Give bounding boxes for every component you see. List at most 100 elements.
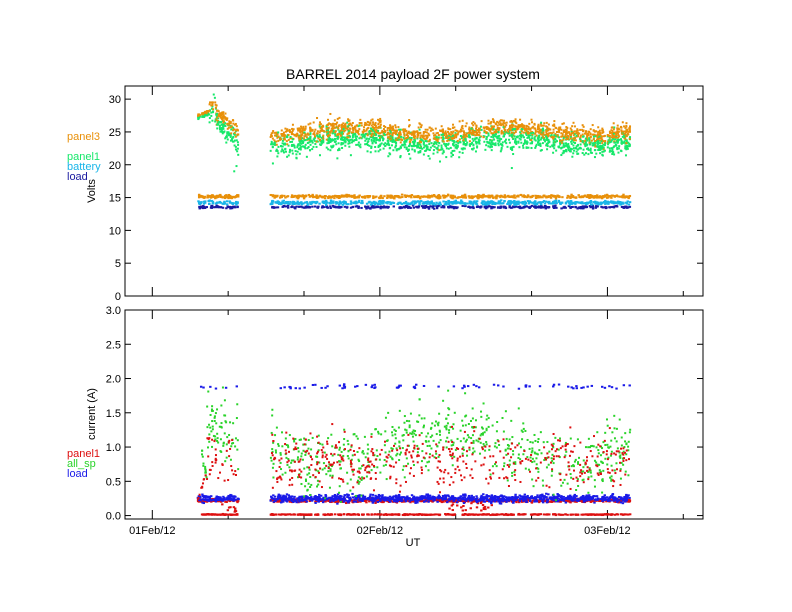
point-panel3-volts xyxy=(284,130,287,133)
point-panel3-low-volts xyxy=(388,195,391,198)
point-panel3-volts xyxy=(368,124,371,127)
point-panel3-volts xyxy=(559,140,562,143)
point-panel3-volts xyxy=(414,130,417,133)
point-panel1-volts xyxy=(478,139,481,142)
point-panel1-volts xyxy=(218,126,221,129)
point-panel3-volts xyxy=(334,122,337,125)
point-panel3-volts xyxy=(295,133,298,136)
point-panel1-volts xyxy=(410,145,413,148)
point-battery-volts xyxy=(229,201,232,204)
point-battery-volts xyxy=(418,201,421,204)
point-load-volts xyxy=(469,206,472,209)
point-panel1-volts xyxy=(616,138,619,141)
point-panel1-volts xyxy=(211,119,214,122)
point-load-volts xyxy=(431,206,434,209)
point-panel3-volts xyxy=(337,127,340,130)
point-panel1-volts xyxy=(447,147,450,150)
point-panel1-volts xyxy=(337,128,340,131)
point-panel3-volts xyxy=(629,125,632,128)
point-panel3-volts xyxy=(421,136,424,139)
point-panel3-volts xyxy=(326,127,329,130)
point-panel3-volts xyxy=(427,140,430,143)
point-panel3-low-volts xyxy=(344,195,347,198)
point-panel1-volts xyxy=(297,143,300,146)
point-panel1-volts xyxy=(419,149,422,152)
point-panel3-volts xyxy=(357,133,360,136)
point-panel1-volts xyxy=(508,138,511,141)
point-panel3-low-volts xyxy=(578,195,582,198)
point-panel3-volts xyxy=(302,127,305,130)
point-panel1-volts xyxy=(624,154,627,157)
point-battery-volts xyxy=(342,202,346,205)
point-panel1-baseline xyxy=(270,513,274,516)
point-panel1-volts xyxy=(490,145,493,148)
point-panel1-volts xyxy=(464,137,467,140)
point-panel3-volts xyxy=(579,140,582,143)
point-panel3-volts xyxy=(471,133,474,136)
point-panel1-volts xyxy=(428,140,431,143)
point-panel1-volts xyxy=(433,145,436,148)
point-panel3-low-volts xyxy=(368,195,372,198)
point-battery-volts xyxy=(396,203,399,206)
point-panel3-volts xyxy=(471,131,474,134)
point-panel3-low-volts xyxy=(211,194,215,197)
point-panel3-low-volts xyxy=(429,195,432,198)
point-panel1-volts xyxy=(300,137,303,140)
point-panel3-low-volts xyxy=(337,195,341,198)
point-panel3-volts xyxy=(628,126,631,129)
point-panel3-low-volts xyxy=(321,195,325,198)
point-panel3-volts xyxy=(426,134,429,137)
point-panel1-volts xyxy=(221,127,224,130)
point-panel1-volts xyxy=(588,137,591,140)
point-panel1-volts xyxy=(400,146,403,149)
point-load-volts xyxy=(332,205,335,208)
point-panel1-volts xyxy=(405,148,408,151)
point-panel1-volts xyxy=(596,142,599,145)
point-panel1-volts xyxy=(456,145,459,148)
point-panel3-low-volts xyxy=(451,197,454,200)
point-panel1-volts xyxy=(393,140,396,143)
point-panel1-baseline xyxy=(622,513,625,516)
current-x-tick-label: 02Feb/12 xyxy=(357,525,403,537)
point-panel1-volts xyxy=(403,142,406,145)
point-panel1-volts xyxy=(562,151,565,154)
point-panel1-volts xyxy=(337,148,340,151)
point-panel1-volts xyxy=(448,135,451,138)
point-panel1-baseline xyxy=(521,513,524,516)
point-panel1-volts xyxy=(510,129,513,132)
point-panel1-volts xyxy=(269,149,272,152)
point-panel1-volts xyxy=(570,142,573,145)
point-panel1-volts xyxy=(318,154,321,157)
point-panel3-volts xyxy=(561,133,564,136)
point-panel1-volts xyxy=(532,131,535,134)
point-battery-volts xyxy=(535,202,539,205)
point-load-volts xyxy=(398,206,401,209)
point-panel1-volts xyxy=(584,141,587,144)
point-panel1-volts xyxy=(451,153,454,156)
point-panel3-low-volts xyxy=(521,195,524,198)
point-panel1-volts xyxy=(567,145,570,148)
point-panel3-volts xyxy=(525,130,528,133)
point-panel3-volts xyxy=(367,121,370,124)
point-panel1-baseline xyxy=(547,513,550,516)
point-panel3-volts xyxy=(331,126,334,129)
point-load-volts xyxy=(281,205,284,208)
point-panel1-volts xyxy=(564,144,567,147)
point-battery-volts xyxy=(300,201,303,204)
point-panel1-volts xyxy=(228,133,231,136)
point-panel3-low-volts xyxy=(394,195,397,198)
point-panel3-low-volts xyxy=(379,194,383,197)
point-panel3-low-volts xyxy=(219,193,222,196)
point-battery-volts xyxy=(628,201,632,204)
point-battery-volts xyxy=(522,201,525,204)
point-panel3-volts xyxy=(508,126,511,129)
point-panel1-current xyxy=(462,500,465,503)
point-battery-volts xyxy=(437,203,440,206)
point-load-volts xyxy=(229,207,232,210)
point-battery-volts xyxy=(625,202,629,205)
point-load-volts xyxy=(514,205,518,208)
point-panel1-baseline xyxy=(234,513,238,516)
point-load-volts xyxy=(354,205,358,208)
point-panel3-volts xyxy=(623,130,626,133)
point-panel3-volts xyxy=(345,127,348,130)
